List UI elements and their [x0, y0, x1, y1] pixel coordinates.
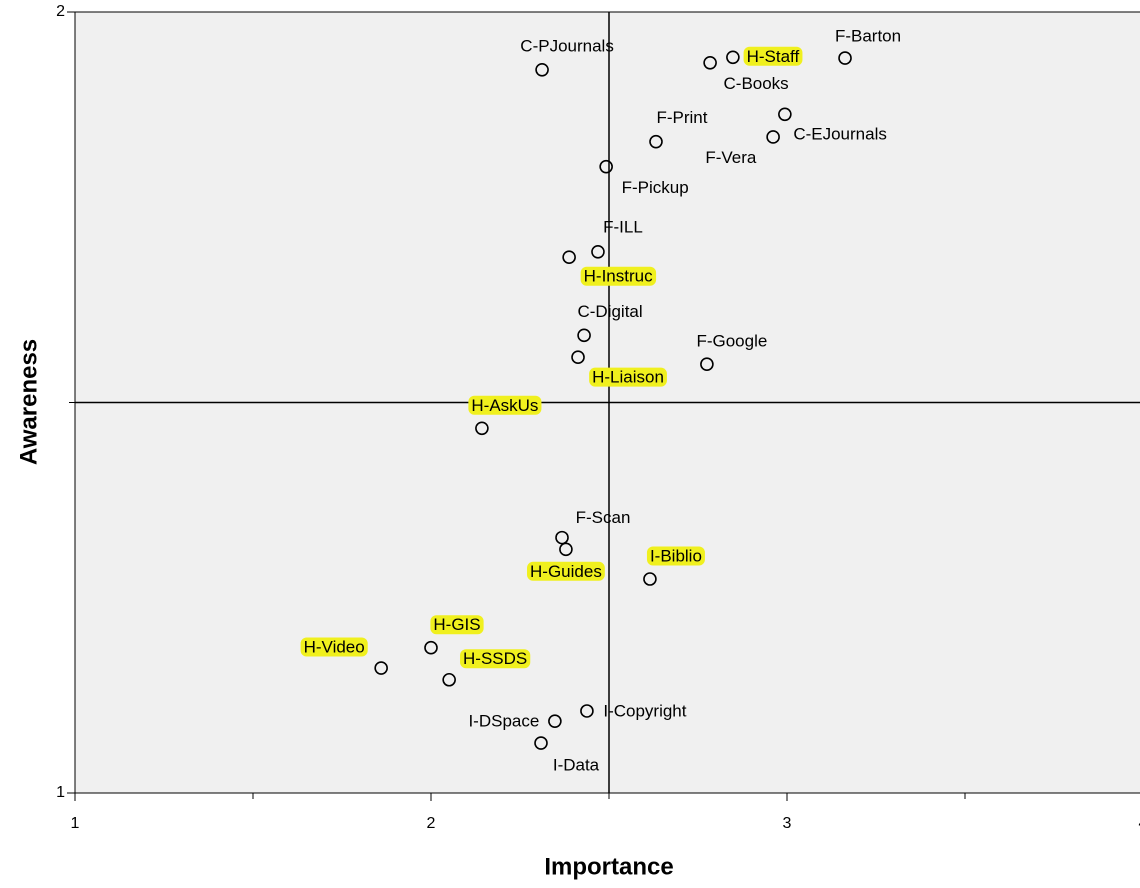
x-axis-title: Importance [544, 853, 673, 880]
point-label: I-Biblio [650, 546, 702, 565]
x-tick-label: 3 [783, 815, 792, 832]
point-label-group: C-Books [724, 74, 789, 93]
point-label: F-Barton [835, 27, 901, 46]
label-layer: F-Barton H-Staff C-Books C-PJournals F-Vera C… [300, 27, 901, 775]
point-label: F-Vera [705, 148, 757, 167]
point-label: F-Google [696, 332, 767, 351]
point [649, 134, 663, 149]
point-label: C-Digital [577, 302, 642, 321]
point [534, 736, 548, 750]
point-label-group: F-ILL [603, 217, 643, 236]
point-label-group: H-AskUs [468, 395, 542, 415]
point-label-group: C-PJournals [520, 36, 614, 55]
point-label: F-Scan [576, 508, 631, 527]
label-highlight [743, 46, 803, 66]
point-label: C-PJournals [520, 36, 614, 55]
point-label: I-DSpace [468, 712, 539, 731]
point-label-group: H-Guides [527, 561, 605, 581]
point [700, 357, 714, 372]
label-highlight [527, 561, 605, 581]
label-highlight [460, 649, 531, 669]
point-label-group: F-Scan [576, 508, 631, 527]
point-label-group: F-Barton [835, 27, 901, 46]
x-tick-label: 4 [1139, 815, 1140, 832]
point-label: H-Liaison [592, 368, 664, 387]
point-label: I-Copyright [603, 701, 686, 720]
point [577, 328, 591, 343]
point-label-group: I-Biblio [646, 546, 705, 566]
label-highlight [580, 266, 657, 286]
point-label-group: H-Instruc [580, 266, 657, 286]
point-label: H-Video [304, 638, 365, 657]
point-label-group: C-EJournals [793, 124, 887, 143]
point [562, 250, 576, 265]
point-label-group: H-Video [300, 637, 368, 657]
point-label-group: I-DSpace [468, 712, 539, 731]
label-highlight [589, 367, 667, 387]
point [778, 107, 792, 122]
point-label-group: C-Digital [577, 302, 642, 321]
point-label: H-Instruc [584, 267, 653, 286]
point-label: C-EJournals [793, 124, 887, 143]
point [726, 50, 740, 65]
point-label: H-Staff [747, 47, 800, 66]
point-label: H-Guides [530, 562, 602, 581]
point-label-group: H-Liaison [589, 367, 667, 387]
y-tick-label: 2 [56, 3, 65, 20]
point-label: F-Pickup [622, 178, 689, 197]
point-label: F-ILL [603, 217, 643, 236]
point [424, 640, 438, 655]
point-label-group: I-Data [553, 756, 600, 775]
point [555, 530, 569, 545]
point-label: I-Data [553, 756, 600, 775]
point [838, 51, 852, 65]
point-label: H-AskUs [471, 396, 538, 415]
point [442, 672, 456, 687]
point [535, 62, 549, 77]
point-label-group: F-Vera [705, 148, 757, 167]
point-label-group: F-Print [656, 108, 707, 127]
label-highlight [468, 395, 542, 415]
point-label: H-GIS [433, 615, 480, 634]
point [703, 55, 717, 70]
y-axis-title: Awareness [15, 339, 42, 465]
point [475, 421, 489, 436]
point [580, 704, 594, 718]
point [599, 159, 613, 174]
label-highlight [646, 546, 705, 566]
point-label-group: I-Copyright [603, 701, 686, 720]
point-label-group: F-Google [696, 332, 767, 351]
point-label-group: H-SSDS [460, 649, 531, 669]
point [766, 130, 780, 144]
point-label: C-Books [724, 74, 789, 93]
point [591, 244, 605, 259]
point [374, 661, 388, 675]
point [571, 350, 585, 365]
label-highlight [430, 615, 484, 635]
point-label: H-SSDS [463, 649, 527, 668]
point [643, 572, 657, 586]
x-tick-label: 1 [71, 815, 80, 832]
point-label: F-Print [656, 108, 707, 127]
point-label-group: H-Staff [743, 46, 803, 66]
label-highlight [300, 637, 368, 657]
point-label-group: F-Pickup [622, 178, 689, 197]
point-label-group: H-GIS [430, 615, 484, 635]
y-tick-label: 1 [56, 784, 65, 801]
point [559, 542, 573, 557]
x-tick-label: 2 [427, 815, 436, 832]
point [548, 714, 562, 728]
